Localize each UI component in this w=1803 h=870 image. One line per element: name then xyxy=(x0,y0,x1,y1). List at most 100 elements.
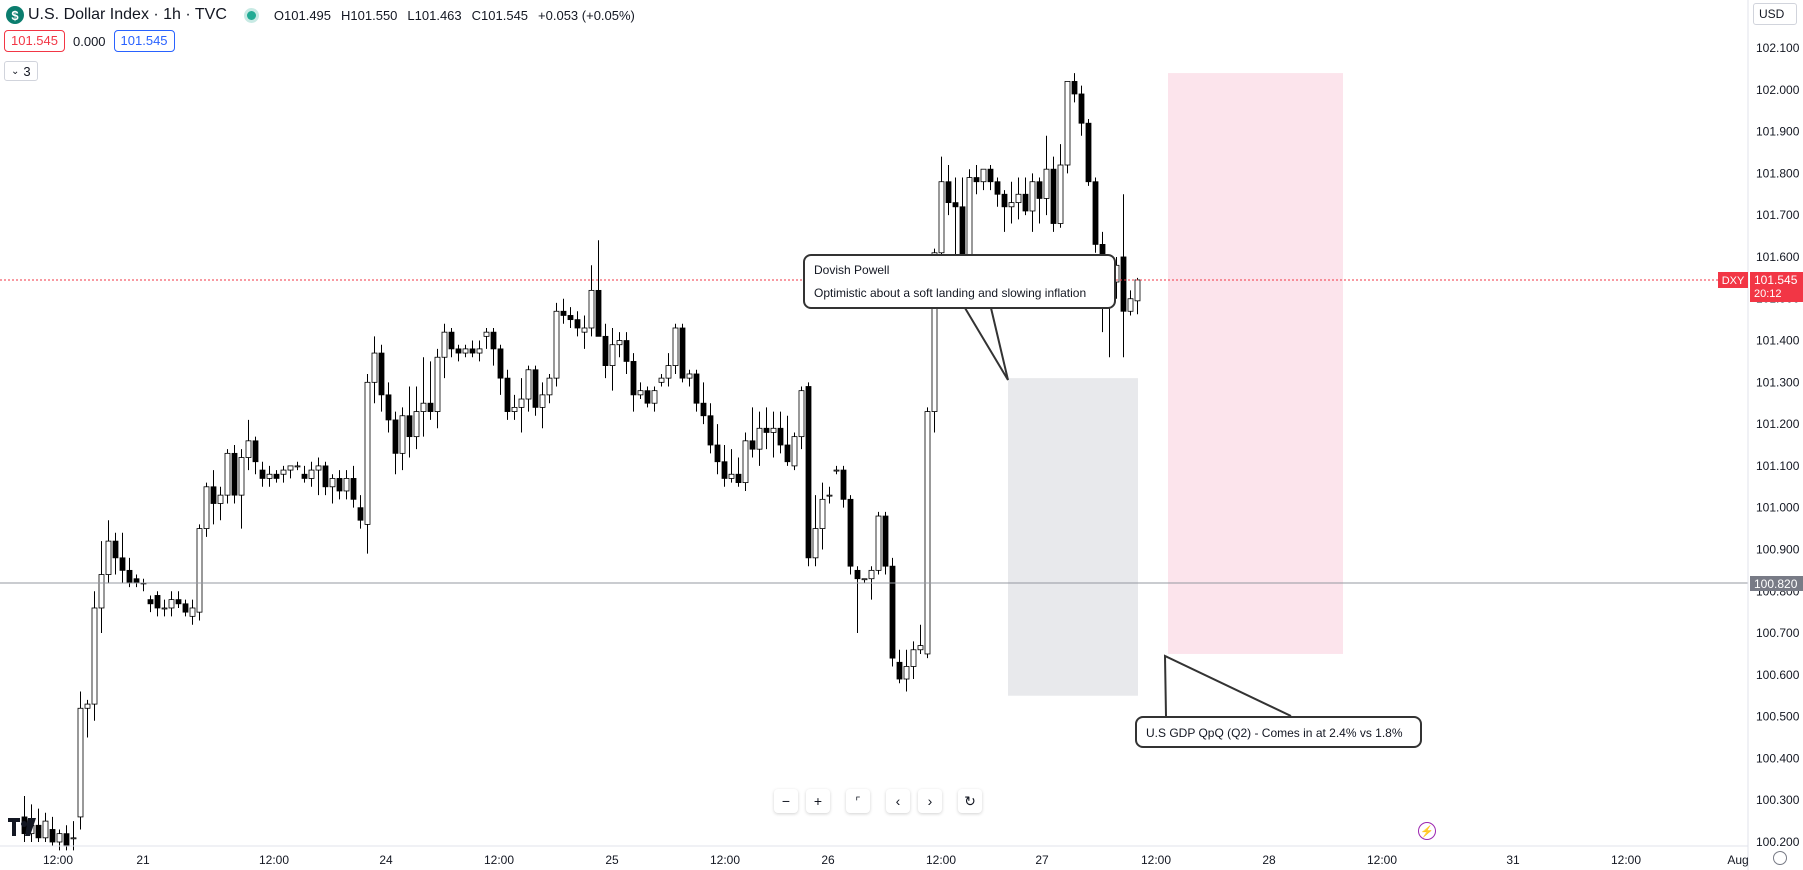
time-tick-label: 27 xyxy=(1035,853,1049,867)
candle xyxy=(987,165,994,191)
scroll-left-button[interactable]: ‹ xyxy=(886,789,910,813)
candle xyxy=(588,265,595,337)
candle xyxy=(301,465,308,483)
candle xyxy=(1092,177,1099,253)
candle xyxy=(154,591,161,617)
refresh-button[interactable]: ↻ xyxy=(958,789,982,813)
reset-scale-button[interactable]: ⌜ xyxy=(846,789,870,813)
candle xyxy=(112,532,119,575)
candle xyxy=(1036,177,1043,224)
candle xyxy=(560,298,567,324)
ohlc-low: L101.463 xyxy=(407,7,462,23)
annotation-gdp-text: U.S GDP QpQ (Q2) - Comes in at 2.4% vs 1… xyxy=(1146,726,1403,740)
candle xyxy=(315,457,322,496)
candle xyxy=(714,424,721,475)
candle xyxy=(847,495,854,575)
candle xyxy=(497,344,504,395)
time-tick-label: 28 xyxy=(1262,853,1276,867)
indicators-toggle[interactable]: ⌄ 3 xyxy=(4,61,38,81)
price-tick-label: 101.200 xyxy=(1756,417,1800,431)
candle xyxy=(574,311,581,337)
candle xyxy=(91,591,98,721)
annotation-powell-title: Dovish Powell xyxy=(814,263,890,277)
candle xyxy=(721,445,728,487)
candle xyxy=(777,411,784,454)
candle xyxy=(210,470,217,525)
candle xyxy=(805,382,812,567)
bolt-icon[interactable]: ⚡ xyxy=(1418,822,1436,840)
candle xyxy=(952,177,959,266)
price-tick-label: 101.700 xyxy=(1756,208,1800,222)
candle xyxy=(504,369,511,420)
price-label: DXY 101.545 20:12 xyxy=(1718,272,1803,302)
time-tick-label: 12:00 xyxy=(710,853,740,867)
candle xyxy=(1015,177,1022,220)
candle xyxy=(42,812,49,842)
candle xyxy=(1064,81,1071,174)
candle xyxy=(119,532,126,583)
price-label-value: 101.545 xyxy=(1754,273,1798,287)
candle xyxy=(224,449,231,504)
price-tick-label: 100.200 xyxy=(1756,835,1800,849)
candle xyxy=(539,382,546,429)
candle xyxy=(1078,85,1085,136)
candle xyxy=(175,591,182,608)
symbol-title[interactable]: U.S. Dollar Index · 1h · TVC xyxy=(28,6,227,23)
candle xyxy=(490,327,497,366)
chevron-down-icon: ⌄ xyxy=(11,65,20,77)
tv-logo xyxy=(8,818,36,836)
price-label-countdown: 20:12 xyxy=(1754,288,1782,300)
market-status-icon[interactable] xyxy=(246,10,256,20)
zone-post-powell-range[interactable] xyxy=(1008,378,1138,696)
time-tick-label: 21 xyxy=(136,853,150,867)
zoom-in-button[interactable]: + xyxy=(806,789,830,813)
candle xyxy=(644,386,651,408)
candle xyxy=(595,240,602,337)
candle xyxy=(1120,194,1127,358)
scroll-right-button[interactable]: › xyxy=(918,789,942,813)
symbol-logo[interactable]: $ xyxy=(6,6,24,24)
candle xyxy=(231,445,238,504)
candle xyxy=(700,382,707,425)
candle xyxy=(630,353,637,412)
candle xyxy=(616,332,623,358)
buy-price-button[interactable]: 101.545 xyxy=(113,30,175,52)
time-tick-label: 24 xyxy=(379,853,393,867)
candle xyxy=(581,315,588,349)
candle xyxy=(798,386,805,450)
price-tick-label: 100.600 xyxy=(1756,668,1800,682)
annotation-powell[interactable]: Dovish Powell Optimistic about a soft la… xyxy=(803,254,1116,309)
candle xyxy=(819,482,826,550)
zoom-out-button[interactable]: − xyxy=(774,789,798,813)
candle xyxy=(252,436,259,475)
candle xyxy=(679,323,686,383)
candle xyxy=(728,449,735,483)
time-tick-label: 12:00 xyxy=(1611,853,1641,867)
time-axis: 12:00 21 12:00 24 12:00 25 12:00 26 12:00 27 12:00… xyxy=(43,853,1749,867)
annotation-gdp[interactable]: U.S GDP QpQ (Q2) - Comes in at 2.4% vs 1… xyxy=(1135,716,1422,748)
candle xyxy=(525,365,532,412)
currency-select[interactable]: USD xyxy=(1753,3,1797,25)
candle xyxy=(203,482,210,537)
candle xyxy=(189,599,196,625)
candle xyxy=(854,566,861,634)
sell-price-button[interactable]: 101.545 xyxy=(4,30,65,52)
candle xyxy=(945,165,952,216)
chart-navigation-bar: − + ⌜ ‹ › ↻ xyxy=(774,789,982,813)
time-tick-label: 31 xyxy=(1506,853,1520,867)
candle xyxy=(371,336,378,404)
candle xyxy=(875,511,882,575)
gear-icon[interactable] xyxy=(1773,851,1787,865)
candle xyxy=(1001,190,1008,232)
candle xyxy=(350,465,357,508)
price-tick-label: 101.900 xyxy=(1756,125,1800,139)
price-tick-label: 100.300 xyxy=(1756,793,1800,807)
price-tick-label: 100.900 xyxy=(1756,542,1800,556)
highlight-zones xyxy=(1008,73,1343,696)
zone-post-gdp-range[interactable] xyxy=(1168,73,1343,654)
candle xyxy=(749,407,756,458)
candle xyxy=(245,419,252,471)
candle xyxy=(840,465,847,508)
candle xyxy=(343,470,350,500)
